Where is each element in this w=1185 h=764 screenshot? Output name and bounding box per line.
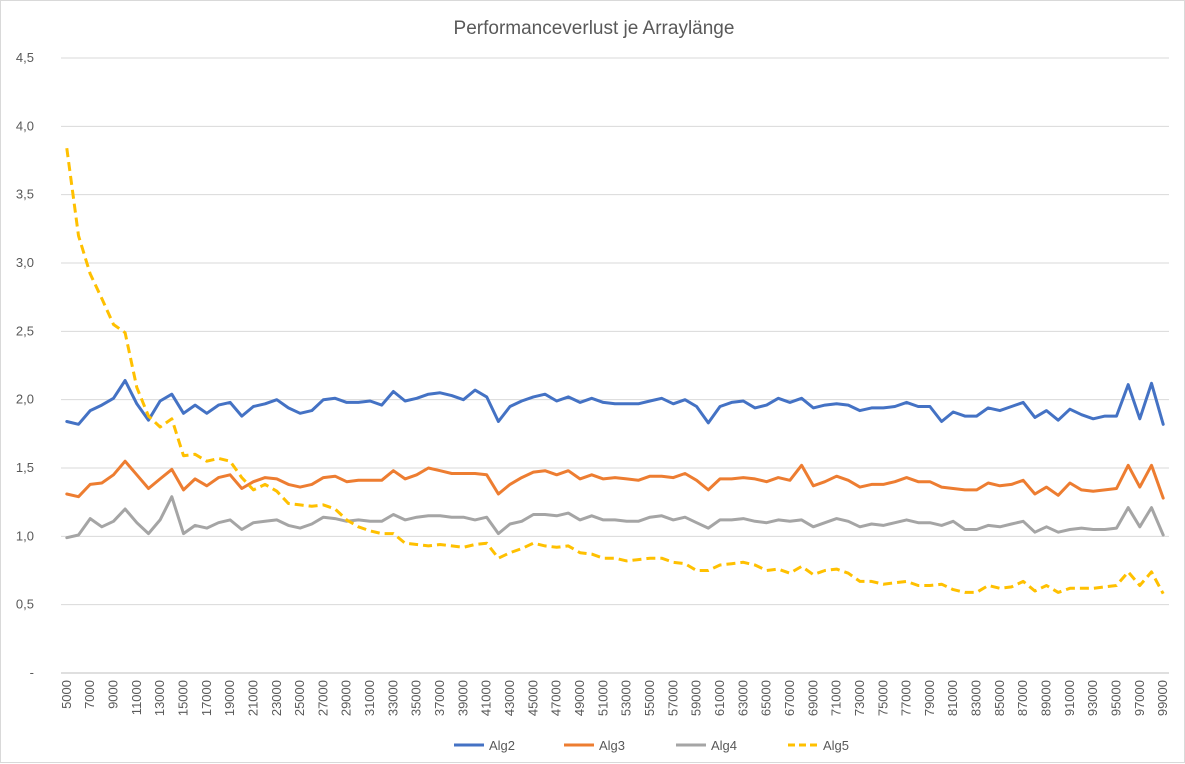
series-line-alg4 — [65, 495, 1165, 540]
x-tick-label: 29000 — [339, 680, 354, 716]
x-tick-label: 25000 — [292, 680, 307, 716]
x-tick-label: 27000 — [315, 680, 330, 716]
legend-label-alg5: Alg5 — [823, 738, 849, 753]
y-tick-label: 1,0 — [16, 528, 34, 543]
x-tick-label: 69000 — [805, 680, 820, 716]
x-tick-label: 31000 — [362, 680, 377, 716]
x-axis-ticks: 5000 7000 9000 11000 13000 15000 17000 19000 210… — [59, 680, 1170, 716]
y-tick-label: 4,0 — [16, 118, 34, 133]
x-tick-label: 51000 — [595, 680, 610, 716]
x-tick-label: 73000 — [852, 680, 867, 716]
y-tick-label: 3,5 — [16, 187, 34, 202]
x-tick-label: 71000 — [829, 680, 844, 716]
x-tick-label: 55000 — [642, 680, 657, 716]
series-line-alg3 — [65, 459, 1165, 500]
x-tick-label: 65000 — [759, 680, 774, 716]
x-tick-label: 23000 — [269, 680, 284, 716]
x-tick-label: 15000 — [175, 680, 190, 716]
x-tick-label: 37000 — [432, 680, 447, 716]
series-line-alg2 — [65, 379, 1165, 426]
x-tick-label: 39000 — [455, 680, 470, 716]
y-tick-label: 3,0 — [16, 255, 34, 270]
x-tick-label: 49000 — [572, 680, 587, 716]
x-tick-label: 41000 — [479, 680, 494, 716]
chart-title: Performanceverlust je Arraylänge — [454, 18, 735, 39]
x-tick-label: 61000 — [712, 680, 727, 716]
y-tick-label: - — [30, 665, 34, 680]
x-tick-label: 63000 — [735, 680, 750, 716]
x-tick-label: 53000 — [619, 680, 634, 716]
x-tick-label: 79000 — [922, 680, 937, 716]
x-tick-label: 67000 — [782, 680, 797, 716]
x-tick-label: 11000 — [129, 680, 144, 715]
y-tick-label: 1,5 — [16, 460, 34, 475]
x-tick-label: 83000 — [969, 680, 984, 716]
x-tick-label: 33000 — [385, 680, 400, 716]
x-tick-label: 9000 — [105, 680, 120, 709]
x-tick-label: 5000 — [59, 680, 74, 709]
x-tick-label: 19000 — [222, 680, 237, 716]
x-tick-label: 95000 — [1109, 680, 1124, 716]
x-tick-label: 91000 — [1062, 680, 1077, 716]
x-tick-label: 17000 — [199, 680, 214, 716]
y-tick-label: 0,5 — [16, 597, 34, 612]
legend-label-alg2: Alg2 — [489, 738, 515, 753]
x-tick-label: 7000 — [82, 680, 97, 709]
gridlines — [61, 57, 1169, 674]
series-line-alg5 — [65, 148, 1165, 595]
x-tick-label: 77000 — [899, 680, 914, 716]
x-tick-label: 81000 — [945, 680, 960, 716]
legend: Alg2 Alg3 Alg4 Alg5 — [454, 738, 849, 753]
series-lines — [65, 148, 1165, 595]
legend-label-alg4: Alg4 — [711, 738, 737, 753]
x-tick-label: 21000 — [245, 680, 260, 716]
x-tick-label: 89000 — [1039, 680, 1054, 716]
x-tick-label: 59000 — [689, 680, 704, 716]
y-axis-ticks: - 0,5 1,0 1,5 2,0 2,5 3,0 3,5 4,0 4,5 — [16, 50, 34, 680]
x-tick-label: 97000 — [1132, 680, 1147, 716]
x-tick-label: 35000 — [409, 680, 424, 716]
x-tick-label: 75000 — [875, 680, 890, 716]
x-tick-label: 99000 — [1155, 680, 1170, 716]
x-tick-label: 45000 — [525, 680, 540, 716]
x-tick-label: 85000 — [992, 680, 1007, 716]
y-tick-label: 2,0 — [16, 392, 34, 407]
legend-label-alg3: Alg3 — [599, 738, 625, 753]
x-tick-label: 13000 — [152, 680, 167, 716]
y-tick-label: 2,5 — [16, 323, 34, 338]
x-tick-label: 43000 — [502, 680, 517, 716]
x-tick-label: 57000 — [665, 680, 680, 716]
x-tick-label: 87000 — [1015, 680, 1030, 716]
x-tick-label: 93000 — [1085, 680, 1100, 716]
x-tick-label: 47000 — [549, 680, 564, 716]
y-tick-label: 4,5 — [16, 50, 34, 65]
